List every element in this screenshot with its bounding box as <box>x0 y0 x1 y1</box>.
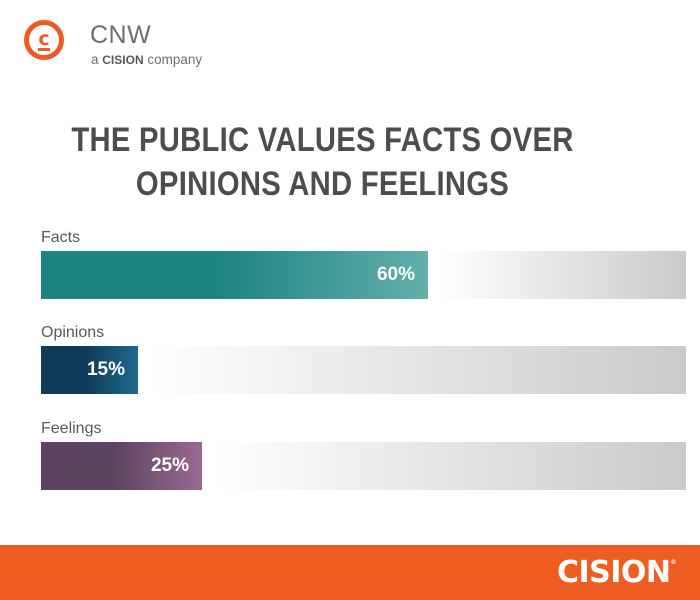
category-label-facts: Facts <box>41 229 81 246</box>
footer-brand-text: CISION <box>556 555 671 590</box>
value-label-opinions: 15% <box>86 359 125 380</box>
tag-prefix: a <box>91 52 103 67</box>
bar-feelings: 25% <box>41 442 202 490</box>
cnw-logo: c CNW a CISION company <box>24 18 224 78</box>
category-label-feelings: Feelings <box>41 420 102 437</box>
tag-brand: CISION <box>102 53 144 67</box>
logo-glyph: c <box>38 28 50 50</box>
tag-suffix: company <box>143 52 203 67</box>
cnw-circle-c-icon: c <box>24 20 64 60</box>
track-feelings <box>216 442 686 490</box>
footer-band: CISION® <box>0 545 700 600</box>
registered-mark: ® <box>670 559 677 566</box>
logo-tagline: a CISION company <box>91 52 202 67</box>
logo-underline <box>38 48 50 51</box>
track-opinions <box>152 346 686 394</box>
chart-title: THE PUBLIC VALUES FACTS OVER OPINIONS AN… <box>71 121 574 203</box>
logo-name: CNW <box>90 21 152 49</box>
value-label-facts: 60% <box>376 264 415 285</box>
cision-logo: CISION® <box>556 555 677 590</box>
value-label-feelings: 25% <box>150 455 189 476</box>
bar-opinions: 15% <box>41 346 138 394</box>
bar-facts: 60% <box>41 251 428 299</box>
track-facts <box>442 251 686 299</box>
category-label-opinions: Opinions <box>41 324 105 341</box>
